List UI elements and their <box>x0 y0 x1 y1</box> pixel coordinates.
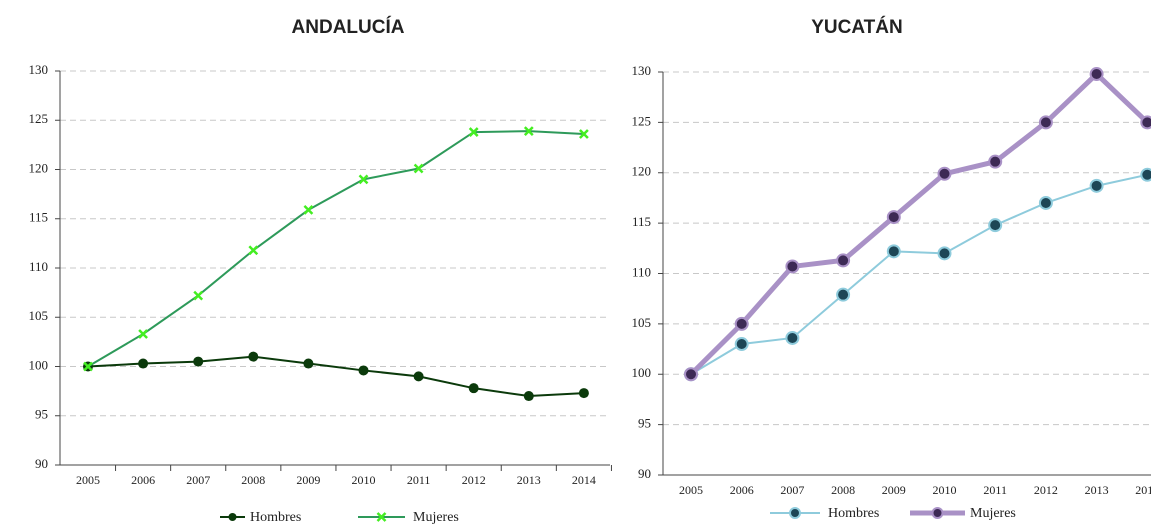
marker <box>523 126 534 136</box>
marker <box>358 174 369 185</box>
marker <box>684 367 698 382</box>
marker <box>937 246 952 261</box>
marker <box>1038 115 1053 130</box>
marker <box>303 205 314 215</box>
marker <box>578 388 589 399</box>
y-tick-label: 105 <box>29 308 49 323</box>
marker <box>468 127 479 137</box>
x-tick-label: 2005 <box>76 473 100 487</box>
legend-marker <box>228 513 237 521</box>
marker <box>1089 67 1104 82</box>
legend-marker <box>789 507 801 519</box>
marker <box>358 365 369 376</box>
marker <box>193 290 204 301</box>
y-tick-label: 110 <box>29 259 48 274</box>
x-tick-label: 2010 <box>933 483 957 497</box>
legend-label: Hombres <box>250 510 301 525</box>
marker <box>785 330 800 345</box>
x-tick-label: 2013 <box>1085 483 1109 497</box>
marker <box>886 210 901 225</box>
y-tick-label: 95 <box>638 416 651 431</box>
marker <box>248 351 259 362</box>
marker <box>988 218 1003 233</box>
marker <box>248 245 259 256</box>
series-line <box>689 70 1150 377</box>
y-tick-label: 130 <box>632 63 652 78</box>
y-tick-label: 105 <box>632 315 652 330</box>
marker <box>734 316 749 331</box>
marker <box>138 358 149 369</box>
y-tick-label: 115 <box>29 210 48 225</box>
y-tick-label: 125 <box>632 113 652 128</box>
legend-label: Mujeres <box>413 510 459 525</box>
series-line <box>87 130 584 368</box>
marker <box>138 329 148 339</box>
marker <box>988 154 1003 169</box>
x-tick-label: 2009 <box>882 483 906 497</box>
y-tick-label: 100 <box>29 357 49 372</box>
y-tick-label: 90 <box>35 456 48 471</box>
y-tick-label: 90 <box>638 466 651 481</box>
x-tick-label: 2012 <box>1034 483 1058 497</box>
x-tick-label: 2011 <box>407 473 431 487</box>
x-tick-label: 2014 <box>1135 483 1151 497</box>
x-tick-label: 2010 <box>352 473 376 487</box>
marker <box>1140 167 1151 182</box>
chart-title: ANDALUCÍA <box>292 16 405 38</box>
marker <box>937 166 952 181</box>
marker <box>193 356 204 367</box>
x-tick-label: 2014 <box>572 473 596 487</box>
y-tick-label: 95 <box>35 407 48 422</box>
x-tick-label: 2013 <box>517 473 541 487</box>
marker <box>579 129 589 139</box>
marker <box>1038 195 1053 210</box>
legend-marker <box>931 507 944 519</box>
x-tick-label: 2012 <box>462 473 486 487</box>
chart-title: YUCATÁN <box>811 16 902 38</box>
marker <box>1140 115 1151 130</box>
x-tick-label: 2009 <box>296 473 320 487</box>
marker <box>83 361 93 372</box>
x-tick-label: 2006 <box>730 483 754 497</box>
y-tick-label: 110 <box>632 264 651 279</box>
legend-label: Mujeres <box>970 506 1016 521</box>
marker <box>413 163 424 174</box>
legend-marker <box>376 512 387 522</box>
y-tick-label: 120 <box>632 164 652 179</box>
y-tick-label: 115 <box>632 214 651 229</box>
y-tick-label: 125 <box>29 111 49 126</box>
series-line <box>690 173 1148 376</box>
legend-label: Hombres <box>828 506 879 521</box>
x-tick-label: 2011 <box>983 483 1007 497</box>
marker <box>413 371 424 382</box>
marker <box>523 391 534 402</box>
marker <box>836 253 851 268</box>
marker <box>468 383 479 394</box>
marker <box>734 337 749 352</box>
marker <box>303 358 314 369</box>
marker <box>886 244 901 259</box>
marker <box>1089 178 1104 193</box>
x-tick-label: 2008 <box>241 473 265 487</box>
y-tick-label: 100 <box>632 365 652 380</box>
marker <box>785 259 800 274</box>
x-tick-label: 2008 <box>831 483 855 497</box>
x-tick-label: 2005 <box>679 483 703 497</box>
y-tick-label: 130 <box>29 62 49 77</box>
marker <box>836 287 851 302</box>
x-tick-label: 2006 <box>131 473 155 487</box>
x-tick-label: 2007 <box>186 473 210 487</box>
x-tick-label: 2007 <box>780 483 804 497</box>
y-tick-label: 120 <box>29 160 49 175</box>
series-line <box>87 355 584 398</box>
